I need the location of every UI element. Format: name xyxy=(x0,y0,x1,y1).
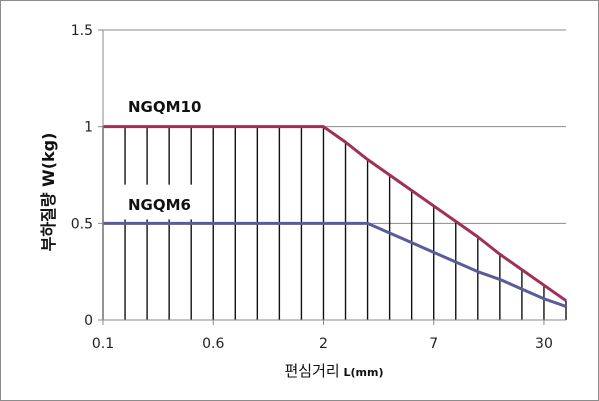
x-axis-label-main: 편심거리 xyxy=(284,362,339,380)
x-tick-label-4: 30 xyxy=(535,336,553,352)
x-tick-label-3: 7 xyxy=(429,336,438,352)
x-axis-label-unit: L(mm) xyxy=(340,366,384,379)
x-axis-label: 편심거리 L(mm) xyxy=(284,362,383,380)
series-lines xyxy=(103,127,566,307)
y-tick-labels: 0 0.5 1 1.5 xyxy=(71,23,93,329)
x-tick-labels: 0.1 0.6 2 7 30 xyxy=(92,336,553,352)
x-tick-label-2: 2 xyxy=(319,336,328,352)
x-tick-label-0: 0.1 xyxy=(92,336,114,352)
x-tick-label-1: 0.6 xyxy=(202,336,224,352)
series-label-ngqm6: NGQM6 xyxy=(128,196,191,214)
y-tick-label-0: 0 xyxy=(84,313,93,329)
y-tick-label-1: 0.5 xyxy=(71,216,93,232)
series-line-1 xyxy=(103,223,566,306)
y-tick-label-2: 1 xyxy=(84,120,93,136)
series-label-ngqm10: NGQM10 xyxy=(128,98,201,116)
y-axis-label: 부하질량 W(kg) xyxy=(39,133,58,252)
axes xyxy=(98,30,566,325)
y-tick-label-3: 1.5 xyxy=(71,23,93,39)
grid-lines xyxy=(103,30,566,320)
